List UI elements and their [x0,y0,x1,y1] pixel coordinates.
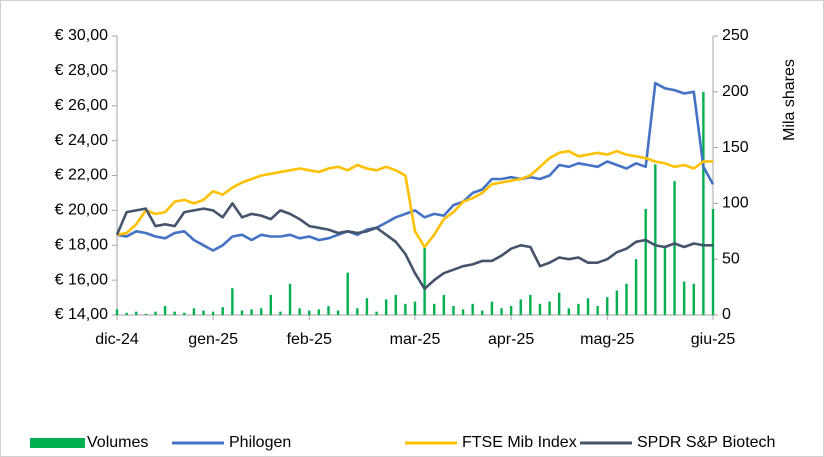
volume-bar [682,281,686,315]
volume-bar [231,288,234,315]
volume-bar [481,310,484,315]
x-tick-label: apr-25 [488,331,534,348]
volume-bar [384,299,388,315]
volume-bar [211,311,215,315]
volume-bar [442,294,446,315]
x-tick-label: mag-25 [580,331,634,348]
volume-bar [615,290,619,315]
volume-bar [519,299,522,315]
y2-tick-label: 150 [722,139,749,156]
volume-bar [625,283,628,315]
y-tick-label: € 28,00 [55,62,108,79]
volume-bar [192,308,196,315]
volume-bar [596,306,599,315]
volume-bar [240,310,244,315]
y-tick-label: € 16,00 [55,271,108,288]
volume-bar [356,308,359,315]
y-tick-label: € 18,00 [55,236,108,253]
volume-bar [567,308,571,315]
volume-bar [115,309,119,315]
x-tick-label: feb-25 [287,331,332,348]
volume-bar [394,294,397,315]
volume-bar [365,298,369,315]
volume-bar [346,272,349,315]
volume-bar [509,306,513,315]
volume-bar [692,283,695,315]
volume-bar [336,310,340,315]
volume-bar [327,306,330,315]
volume-bar [269,294,273,315]
volume-bar [413,301,417,315]
volume-bar [125,312,128,315]
volume-bar [404,303,407,315]
volume-bar [702,91,705,315]
legend-label: SPDR S&P Biotech [637,434,775,451]
y2-tick-label: 0 [722,306,731,323]
y2-tick-label: 250 [722,27,749,44]
volume-bar [654,164,657,315]
y2-tick-label: 50 [722,250,740,267]
series-line [116,81,715,252]
volume-bar [644,208,647,315]
volume-bar [433,303,436,315]
volume-bar [663,248,667,315]
volume-bar [471,303,474,315]
x-tick-label: dic-24 [95,331,139,348]
volume-bar [288,283,292,315]
volume-bar [317,309,321,315]
volume-bar [586,298,590,315]
volume-bar [144,313,148,315]
volume-bar [298,308,301,315]
volume-bar [221,307,224,315]
volume-bar [154,311,157,315]
volume-bar [259,308,263,315]
series-line [115,202,713,291]
y-tick-label: € 30,00 [55,27,108,44]
legend-label: FTSE Mib Index [462,434,577,451]
volume-bar [135,311,138,315]
volume-bar [577,303,580,315]
legend-label: Volumes [87,434,148,451]
x-tick-label: giu-25 [691,331,736,348]
volume-bar [711,208,715,315]
volume-bar [423,245,426,315]
legend-swatch [30,438,85,448]
volume-bar [279,311,282,315]
series-line [116,149,713,249]
volume-bar [548,301,551,315]
y-tick-label: € 20,00 [55,202,108,219]
volume-bar [173,311,176,315]
y-tick-label: € 24,00 [55,132,108,149]
volume-bar [250,309,253,315]
volume-bar [202,310,205,315]
x-tick-label: gen-25 [188,331,238,348]
volume-bar [183,312,186,315]
volume-bar [500,308,503,315]
volume-bar [375,311,378,315]
volume-bar [163,306,167,315]
y2-axis-label: Mila shares [781,59,798,141]
y-tick-label: € 14,00 [55,306,108,323]
y2-tick-label: 100 [722,195,749,212]
volume-bar [452,306,455,315]
volume-bar [634,259,638,315]
volume-bar [538,303,542,315]
volume-bar [606,297,609,315]
y-tick-label: € 22,00 [55,167,108,184]
legend-label: Philogen [229,434,291,451]
volume-bar [529,294,532,315]
y2-tick-label: 200 [722,83,749,100]
volume-bar [557,292,561,315]
volume-bar [308,310,311,315]
volume-bar [461,309,465,315]
volume-bar [490,301,494,315]
volume-bar [673,181,676,315]
y-tick-label: € 26,00 [55,97,108,114]
x-tick-label: mar-25 [390,331,441,348]
